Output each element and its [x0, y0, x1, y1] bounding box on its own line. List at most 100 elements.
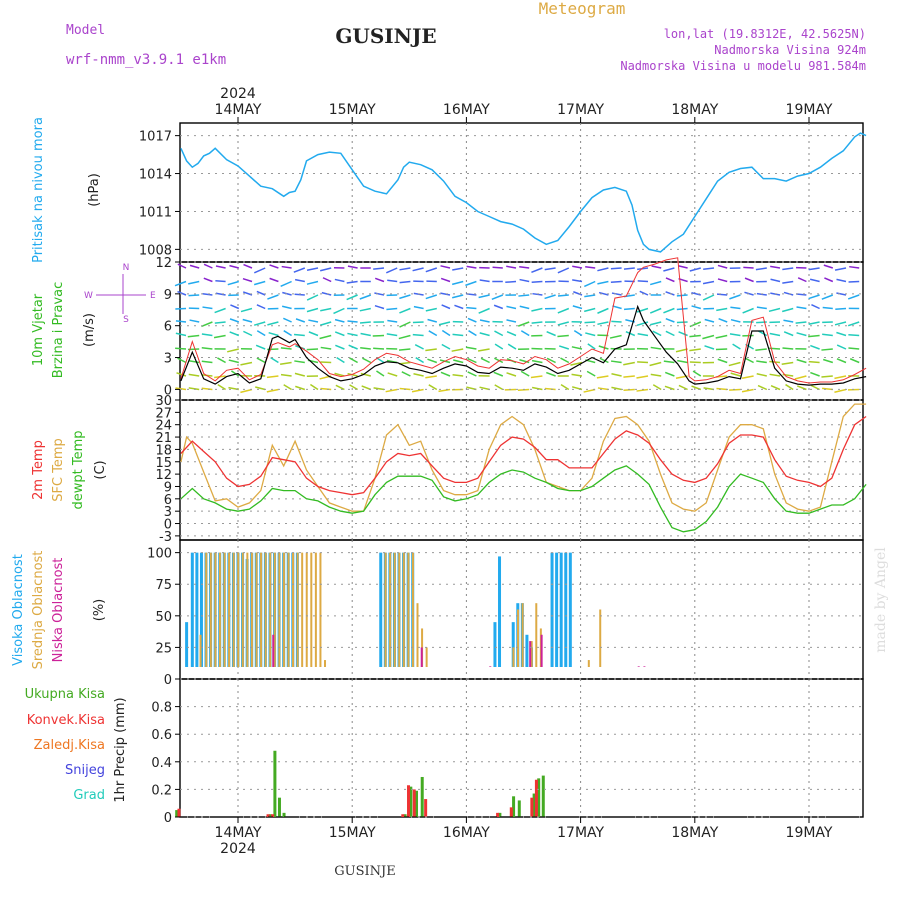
wind-barb	[583, 388, 596, 393]
wind-barb	[283, 384, 292, 391]
wind-barb	[346, 294, 358, 301]
wind-barb	[584, 294, 596, 298]
temp-unit: (C)	[93, 460, 108, 479]
wind-barb	[730, 306, 741, 310]
wind-barb	[611, 292, 622, 296]
wind-barb	[675, 348, 688, 353]
wind-barb	[836, 278, 847, 283]
wind-barb	[374, 277, 385, 283]
elevation-label: Nadmorska Visina 924m	[714, 43, 866, 57]
wind-barb	[531, 280, 543, 284]
cloud-bar	[525, 634, 529, 667]
wind-barb	[467, 357, 477, 364]
wind-barb	[387, 319, 398, 323]
wind-barb	[834, 388, 847, 393]
wind-barb	[465, 280, 477, 287]
wind-barb	[834, 375, 847, 380]
wind-barb	[583, 307, 596, 313]
wind-barb	[177, 357, 187, 364]
wind-barb	[810, 384, 820, 391]
wind-barb	[412, 333, 424, 337]
precip-bar	[403, 814, 407, 817]
wind-barb	[425, 307, 437, 312]
wind-barb	[374, 304, 385, 310]
wind-barb	[570, 361, 583, 366]
wind-barb	[756, 321, 767, 324]
precip-bar	[266, 814, 270, 817]
pressure-line	[180, 132, 867, 253]
wind-barb	[664, 385, 675, 391]
y-tick-label: 1014	[139, 168, 172, 183]
wind-barb	[506, 305, 517, 310]
wind-barb	[253, 280, 266, 286]
wind-barb	[770, 278, 781, 283]
cloud-bar	[384, 552, 387, 667]
wind-barb	[309, 383, 319, 391]
wind-barb	[295, 318, 306, 323]
wind-barb	[229, 318, 240, 323]
wind-barb	[835, 307, 847, 310]
wind-barb	[847, 294, 860, 300]
wind-barb	[755, 267, 767, 271]
wind-y-ticks: 0 3 6 9 12	[155, 256, 863, 398]
cloud-bar	[241, 552, 244, 667]
wind-barb	[808, 360, 820, 364]
wind-barb	[557, 334, 569, 338]
wind-barb	[491, 294, 504, 301]
cloud-bar	[512, 647, 515, 667]
wind-barb	[834, 267, 847, 271]
wind-barb	[306, 267, 319, 271]
wind-barb	[334, 318, 345, 323]
wind-barb	[414, 343, 424, 350]
wind-barb	[597, 267, 609, 272]
wind-barb	[242, 291, 253, 296]
wind-barb	[253, 267, 266, 274]
wind-barb	[573, 329, 583, 337]
wind-barb	[639, 290, 649, 296]
wind-barb	[560, 383, 570, 391]
wind-barb	[728, 361, 741, 367]
cloud-bar	[559, 552, 563, 667]
precip-bars	[175, 750, 545, 817]
cloud-bar	[324, 660, 327, 667]
wind-barb	[242, 277, 253, 283]
top-day-label: 16MAY	[443, 102, 490, 118]
wind-barb	[755, 348, 767, 352]
y-tick-label: 0	[164, 673, 172, 688]
wind-barb	[703, 267, 715, 270]
wind-barb	[610, 360, 622, 364]
cloud-bar	[218, 552, 221, 667]
wind-barb	[732, 343, 741, 350]
wind-barb	[506, 265, 517, 269]
wind-barb	[544, 294, 556, 300]
wind-barb	[373, 347, 385, 350]
wind-barb	[175, 332, 187, 337]
wind-barb	[782, 280, 794, 284]
coords-label: lon,lat (19.8312E, 42.5625N)	[664, 27, 866, 41]
footer-station: GUSINJE	[334, 864, 395, 879]
cloud-bar	[530, 641, 533, 667]
cloud-bar	[540, 634, 543, 667]
wind-barb	[636, 307, 649, 313]
wind-barb	[636, 321, 649, 327]
cloud-bar	[411, 552, 414, 667]
wind-barb	[280, 347, 292, 350]
wind-barb	[386, 333, 398, 337]
bottom-day-labels: 14MAY 15MAY 16MAY 17MAY 18MAY 19MAY	[215, 817, 833, 841]
wind-barb	[359, 294, 372, 300]
wind-barb	[623, 361, 635, 366]
wind-barb	[306, 307, 319, 313]
wind-barb	[625, 330, 636, 337]
wind-barb	[836, 358, 847, 364]
cloud-bar	[489, 666, 492, 667]
wind-barb	[494, 384, 504, 391]
wind-barb	[836, 292, 847, 296]
cloud-bar	[282, 552, 285, 667]
cloud-bar	[568, 552, 572, 667]
wind-barb	[188, 387, 200, 391]
wind-barb	[506, 372, 517, 377]
wind-barb	[401, 371, 411, 377]
cloud-bar	[637, 666, 640, 667]
wind-barb	[822, 333, 833, 337]
legend-total-rain: Ukupna Kisa	[25, 687, 105, 702]
